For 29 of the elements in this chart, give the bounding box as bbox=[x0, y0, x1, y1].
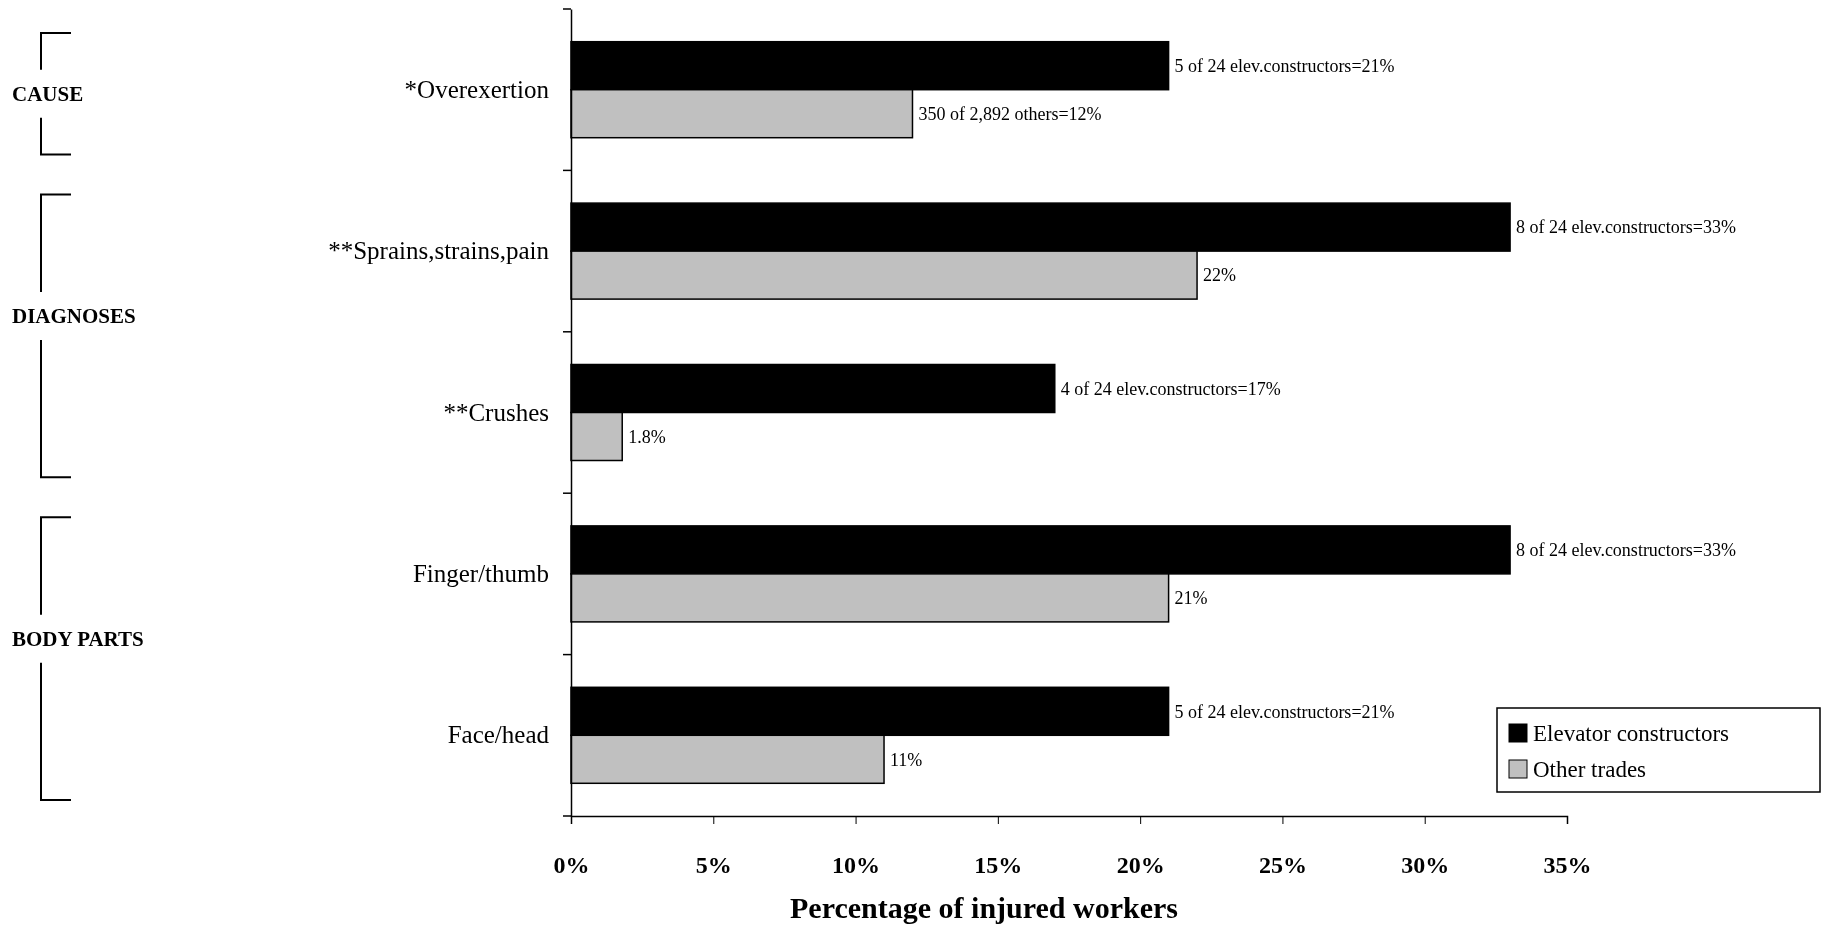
data-label: 8 of 24 elev.constructors=33% bbox=[1516, 217, 1737, 238]
text: BODY PARTS bbox=[12, 627, 144, 652]
x-tick-label: 35% bbox=[1543, 851, 1592, 878]
y-tick-label: Finger/thumb bbox=[412, 559, 549, 587]
data-label: 1.8% bbox=[628, 426, 666, 447]
data-label: 350 of 2,892 others=12% bbox=[918, 104, 1102, 124]
x-tick-label: 10% bbox=[832, 851, 881, 878]
data-label: 4 of 24 elev.constructors=17% bbox=[1060, 378, 1281, 399]
data-label: 5 of 24 elev.constructors=21% bbox=[1174, 56, 1395, 76]
y-tick-label: Face/head bbox=[447, 721, 550, 749]
y-tick-label: *Overexertion bbox=[404, 75, 550, 103]
x-tick-label: 0% bbox=[553, 851, 590, 878]
x-tick-label: 15% bbox=[974, 851, 1023, 878]
x-tick-label: 5% bbox=[695, 851, 732, 878]
legend-label: Elevator constructors bbox=[1533, 721, 1730, 747]
data-label: 5 of 24 elev.constructors=21% bbox=[1174, 701, 1395, 722]
data-label: 21% bbox=[1174, 588, 1208, 609]
x-axis-title: Percentage of injured workers bbox=[790, 891, 1178, 924]
text: CAUSE bbox=[12, 82, 84, 107]
data-label: 8 of 24 elev.constructors=33% bbox=[1516, 540, 1737, 561]
legend-label: Other trades bbox=[1533, 757, 1647, 783]
x-tick-label: 20% bbox=[1116, 851, 1165, 878]
x-tick-label: 25% bbox=[1258, 851, 1307, 878]
x-tick-label: 30% bbox=[1401, 851, 1450, 878]
text: DIAGNOSES bbox=[12, 304, 136, 329]
y-tick-label: **Sprains,strains,pain bbox=[328, 237, 550, 265]
data-label: 11% bbox=[890, 749, 923, 770]
data-label: 22% bbox=[1203, 265, 1237, 286]
y-tick-label: **Crushes bbox=[443, 398, 549, 426]
